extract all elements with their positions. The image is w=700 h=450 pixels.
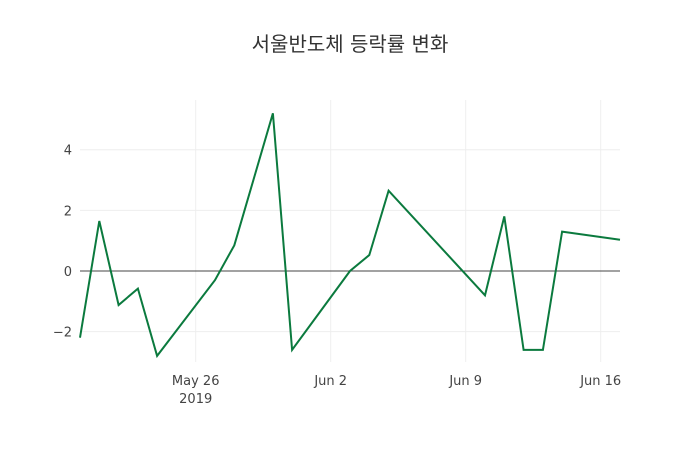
y-tick-label: 2 [64, 204, 72, 219]
x-tick-label: Jun 9 [448, 374, 482, 389]
gridlines [80, 100, 620, 362]
x-axis-ticks: May 26 2019 Jun 2 Jun 9 Jun 16 [172, 374, 621, 407]
x-tick-year-label: 2019 [179, 392, 212, 407]
y-tick-label: −2 [53, 326, 72, 341]
y-axis-ticks: −2 0 2 4 [53, 144, 72, 341]
x-tick-label: May 26 [172, 374, 220, 389]
series-line [79, 113, 621, 359]
chart-title: 서울반도체 등락률 변화 [251, 32, 449, 56]
y-tick-label: 0 [64, 265, 72, 280]
y-tick-label: 4 [64, 144, 72, 159]
x-tick-label: Jun 16 [579, 374, 621, 389]
x-tick-label: Jun 2 [313, 374, 347, 389]
